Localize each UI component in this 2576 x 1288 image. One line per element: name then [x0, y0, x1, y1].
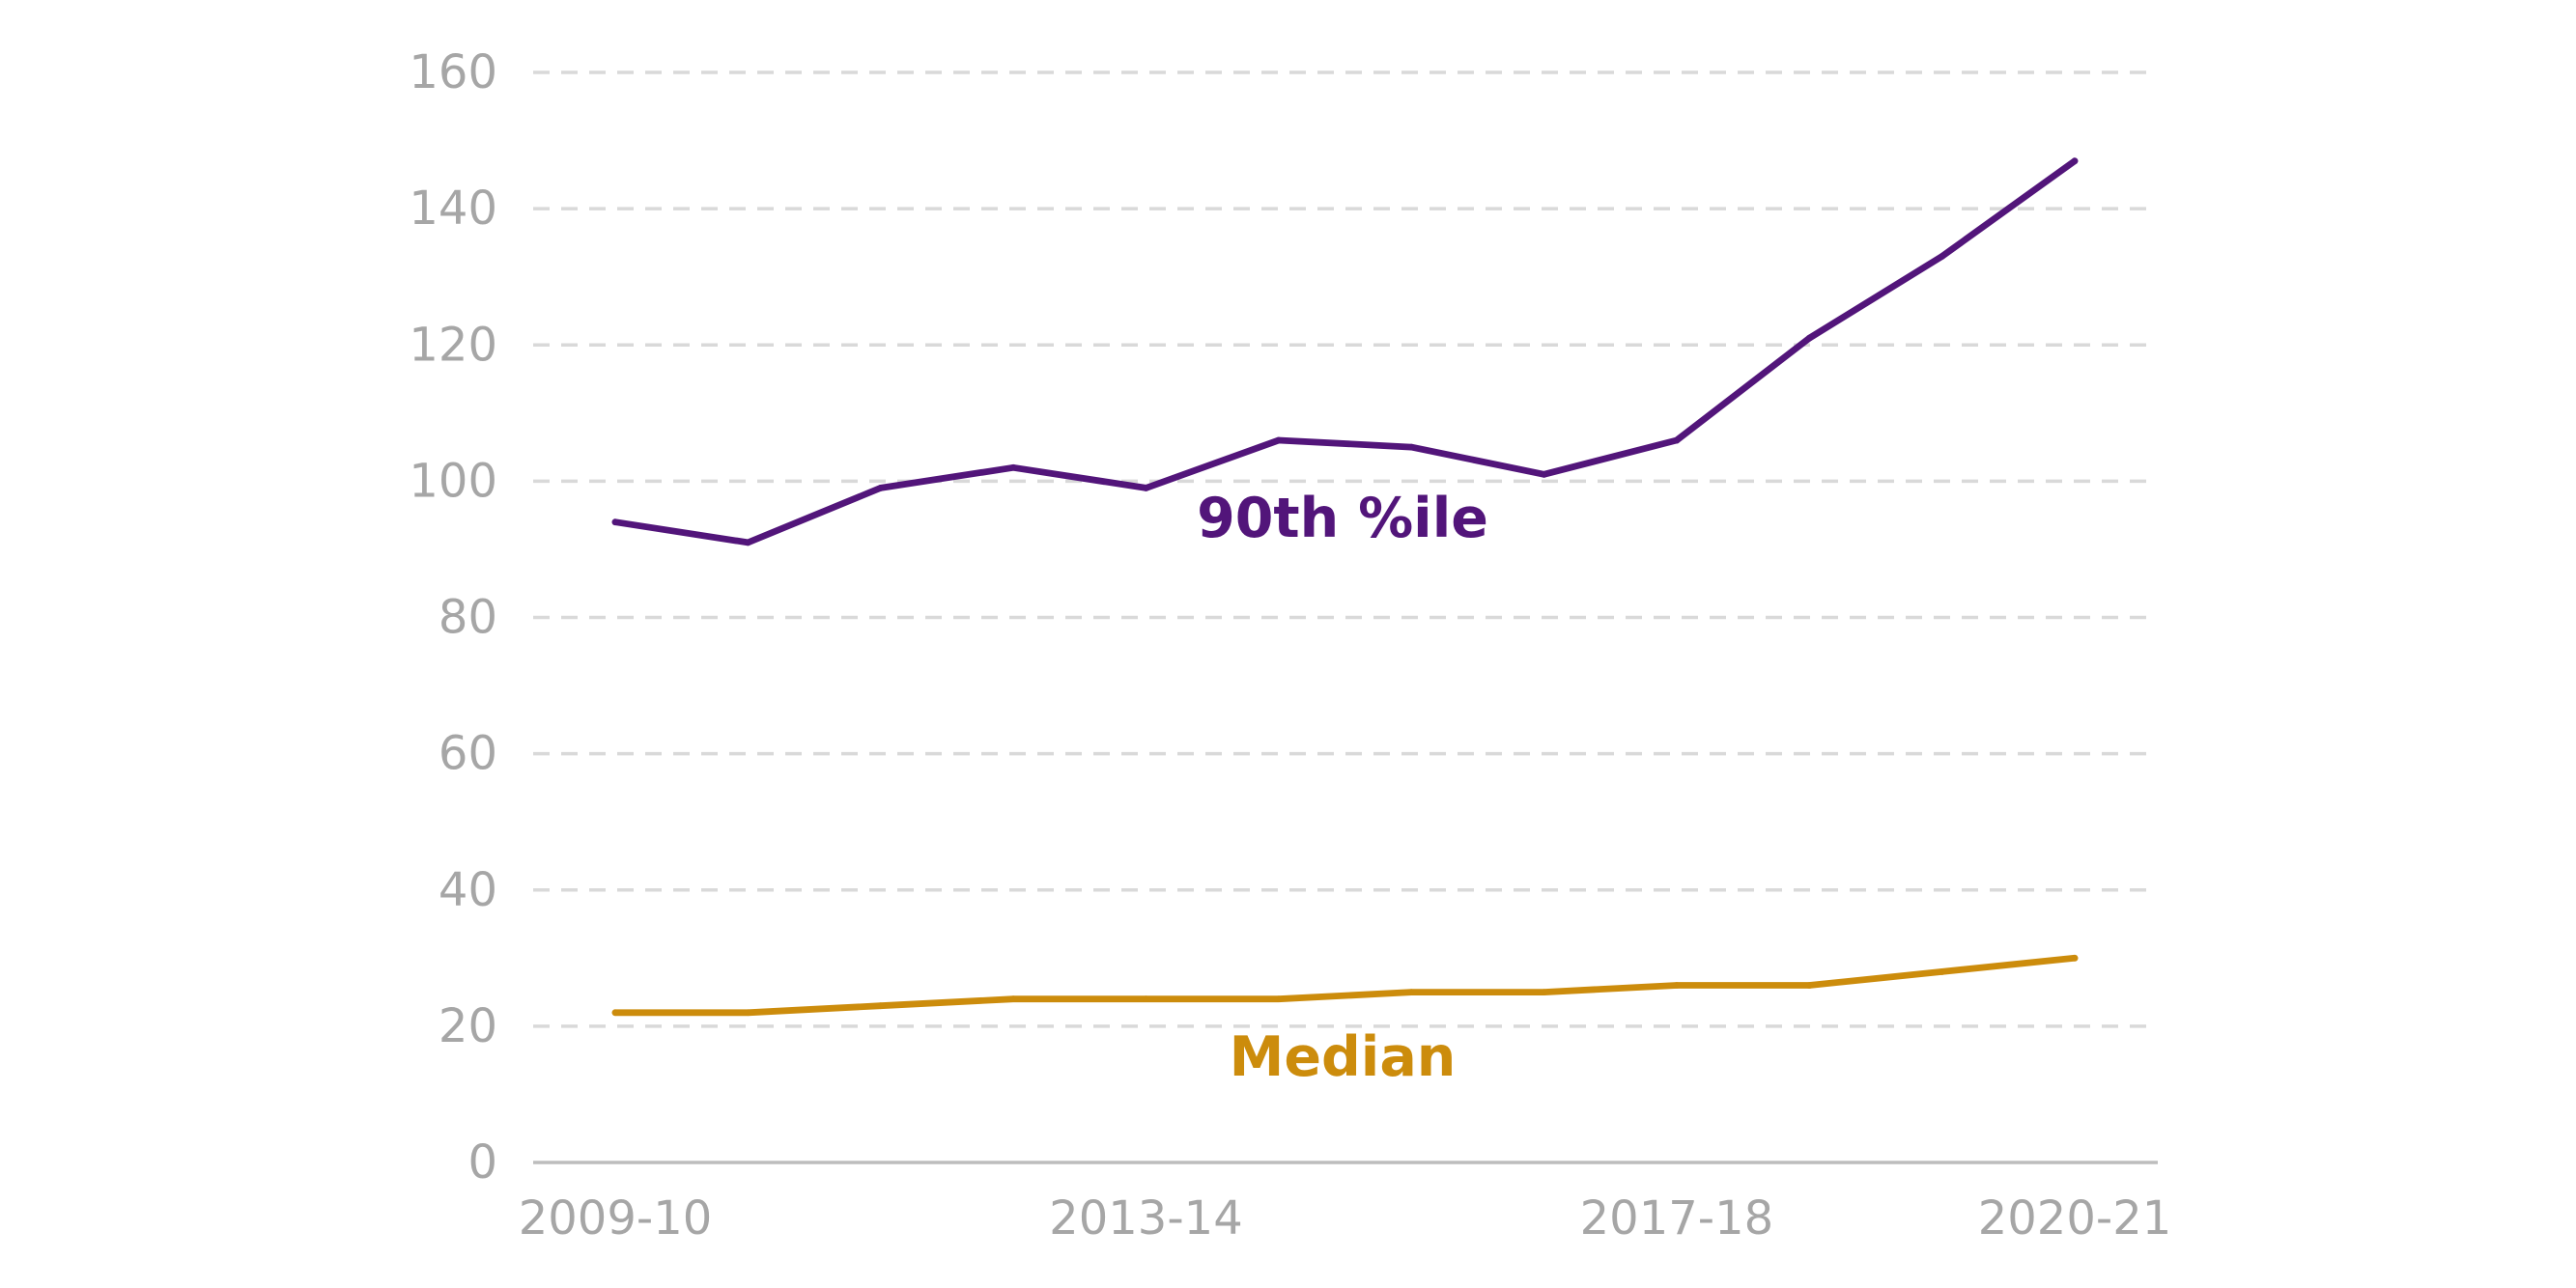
axes: 0 20 40 60 80 100 120 140 160 2009-10 2013-14 2017-…: [409, 45, 2171, 1246]
data-point-median-2009-10: [611, 1009, 619, 1017]
y-tick-label-80: 80: [439, 591, 497, 645]
series-line-90th-ile: [611, 157, 2079, 546]
y-tick-label-140: 140: [409, 182, 497, 236]
y-tick-label-20: 20: [439, 999, 497, 1053]
data-point-90th-ile-2016-17: [1541, 470, 1547, 478]
data-point-90th-ile-2014-15: [1275, 436, 1283, 444]
data-point-90th-ile-2013-14: [1143, 485, 1149, 491]
data-point-median-2013-14: [1143, 995, 1149, 1003]
data-point-90th-ile-2009-10: [611, 518, 619, 526]
data-point-median-2015-16: [1407, 989, 1415, 995]
data-point-median-2011-12: [877, 1002, 885, 1010]
data-point-90th-ile-2020-21: [2071, 157, 2079, 165]
data-point-90th-ile-2015-16: [1407, 443, 1415, 451]
x-tick-label-2013-14: 2013-14: [1049, 1191, 1243, 1246]
data-point-median-2019-20: [1939, 968, 1946, 975]
data-point-median-2017-18: [1673, 982, 1681, 989]
y-tick-label-0: 0: [467, 1135, 497, 1190]
data-point-median-2018-19: [1805, 982, 1813, 989]
data-point-median-2020-21: [2071, 954, 2079, 962]
y-tick-label-100: 100: [409, 454, 497, 508]
series-labels: 90th %ile Median: [1197, 487, 1488, 1089]
series-lines: [611, 157, 2079, 1017]
x-tick-label-2017-18: 2017-18: [1580, 1191, 1774, 1246]
y-tick-label-160: 160: [409, 45, 497, 99]
y-tick-label-40: 40: [439, 863, 497, 917]
data-point-median-2016-17: [1541, 989, 1547, 995]
data-point-90th-ile-2011-12: [877, 485, 885, 491]
series-label-median: Median: [1230, 1025, 1457, 1089]
data-point-90th-ile-2018-19: [1805, 334, 1813, 342]
data-point-90th-ile-2019-20: [1939, 253, 1946, 260]
data-point-90th-ile-2012-13: [1009, 463, 1017, 471]
y-tick-label-60: 60: [439, 727, 497, 781]
series-line-median: [611, 954, 2079, 1017]
data-point-median-2014-15: [1275, 995, 1283, 1003]
data-point-90th-ile-2017-18: [1673, 436, 1681, 444]
y-tick-label-120: 120: [409, 318, 497, 372]
x-tick-label-2009-10: 2009-10: [519, 1191, 713, 1246]
data-point-90th-ile-2010-11: [744, 539, 751, 546]
x-tick-label-2020-21: 2020-21: [1978, 1191, 2172, 1246]
data-point-median-2010-11: [744, 1009, 751, 1017]
data-point-median-2012-13: [1009, 995, 1017, 1003]
series-label-90th-ile: 90th %ile: [1197, 487, 1488, 550]
gridlines: [533, 70, 2158, 1028]
